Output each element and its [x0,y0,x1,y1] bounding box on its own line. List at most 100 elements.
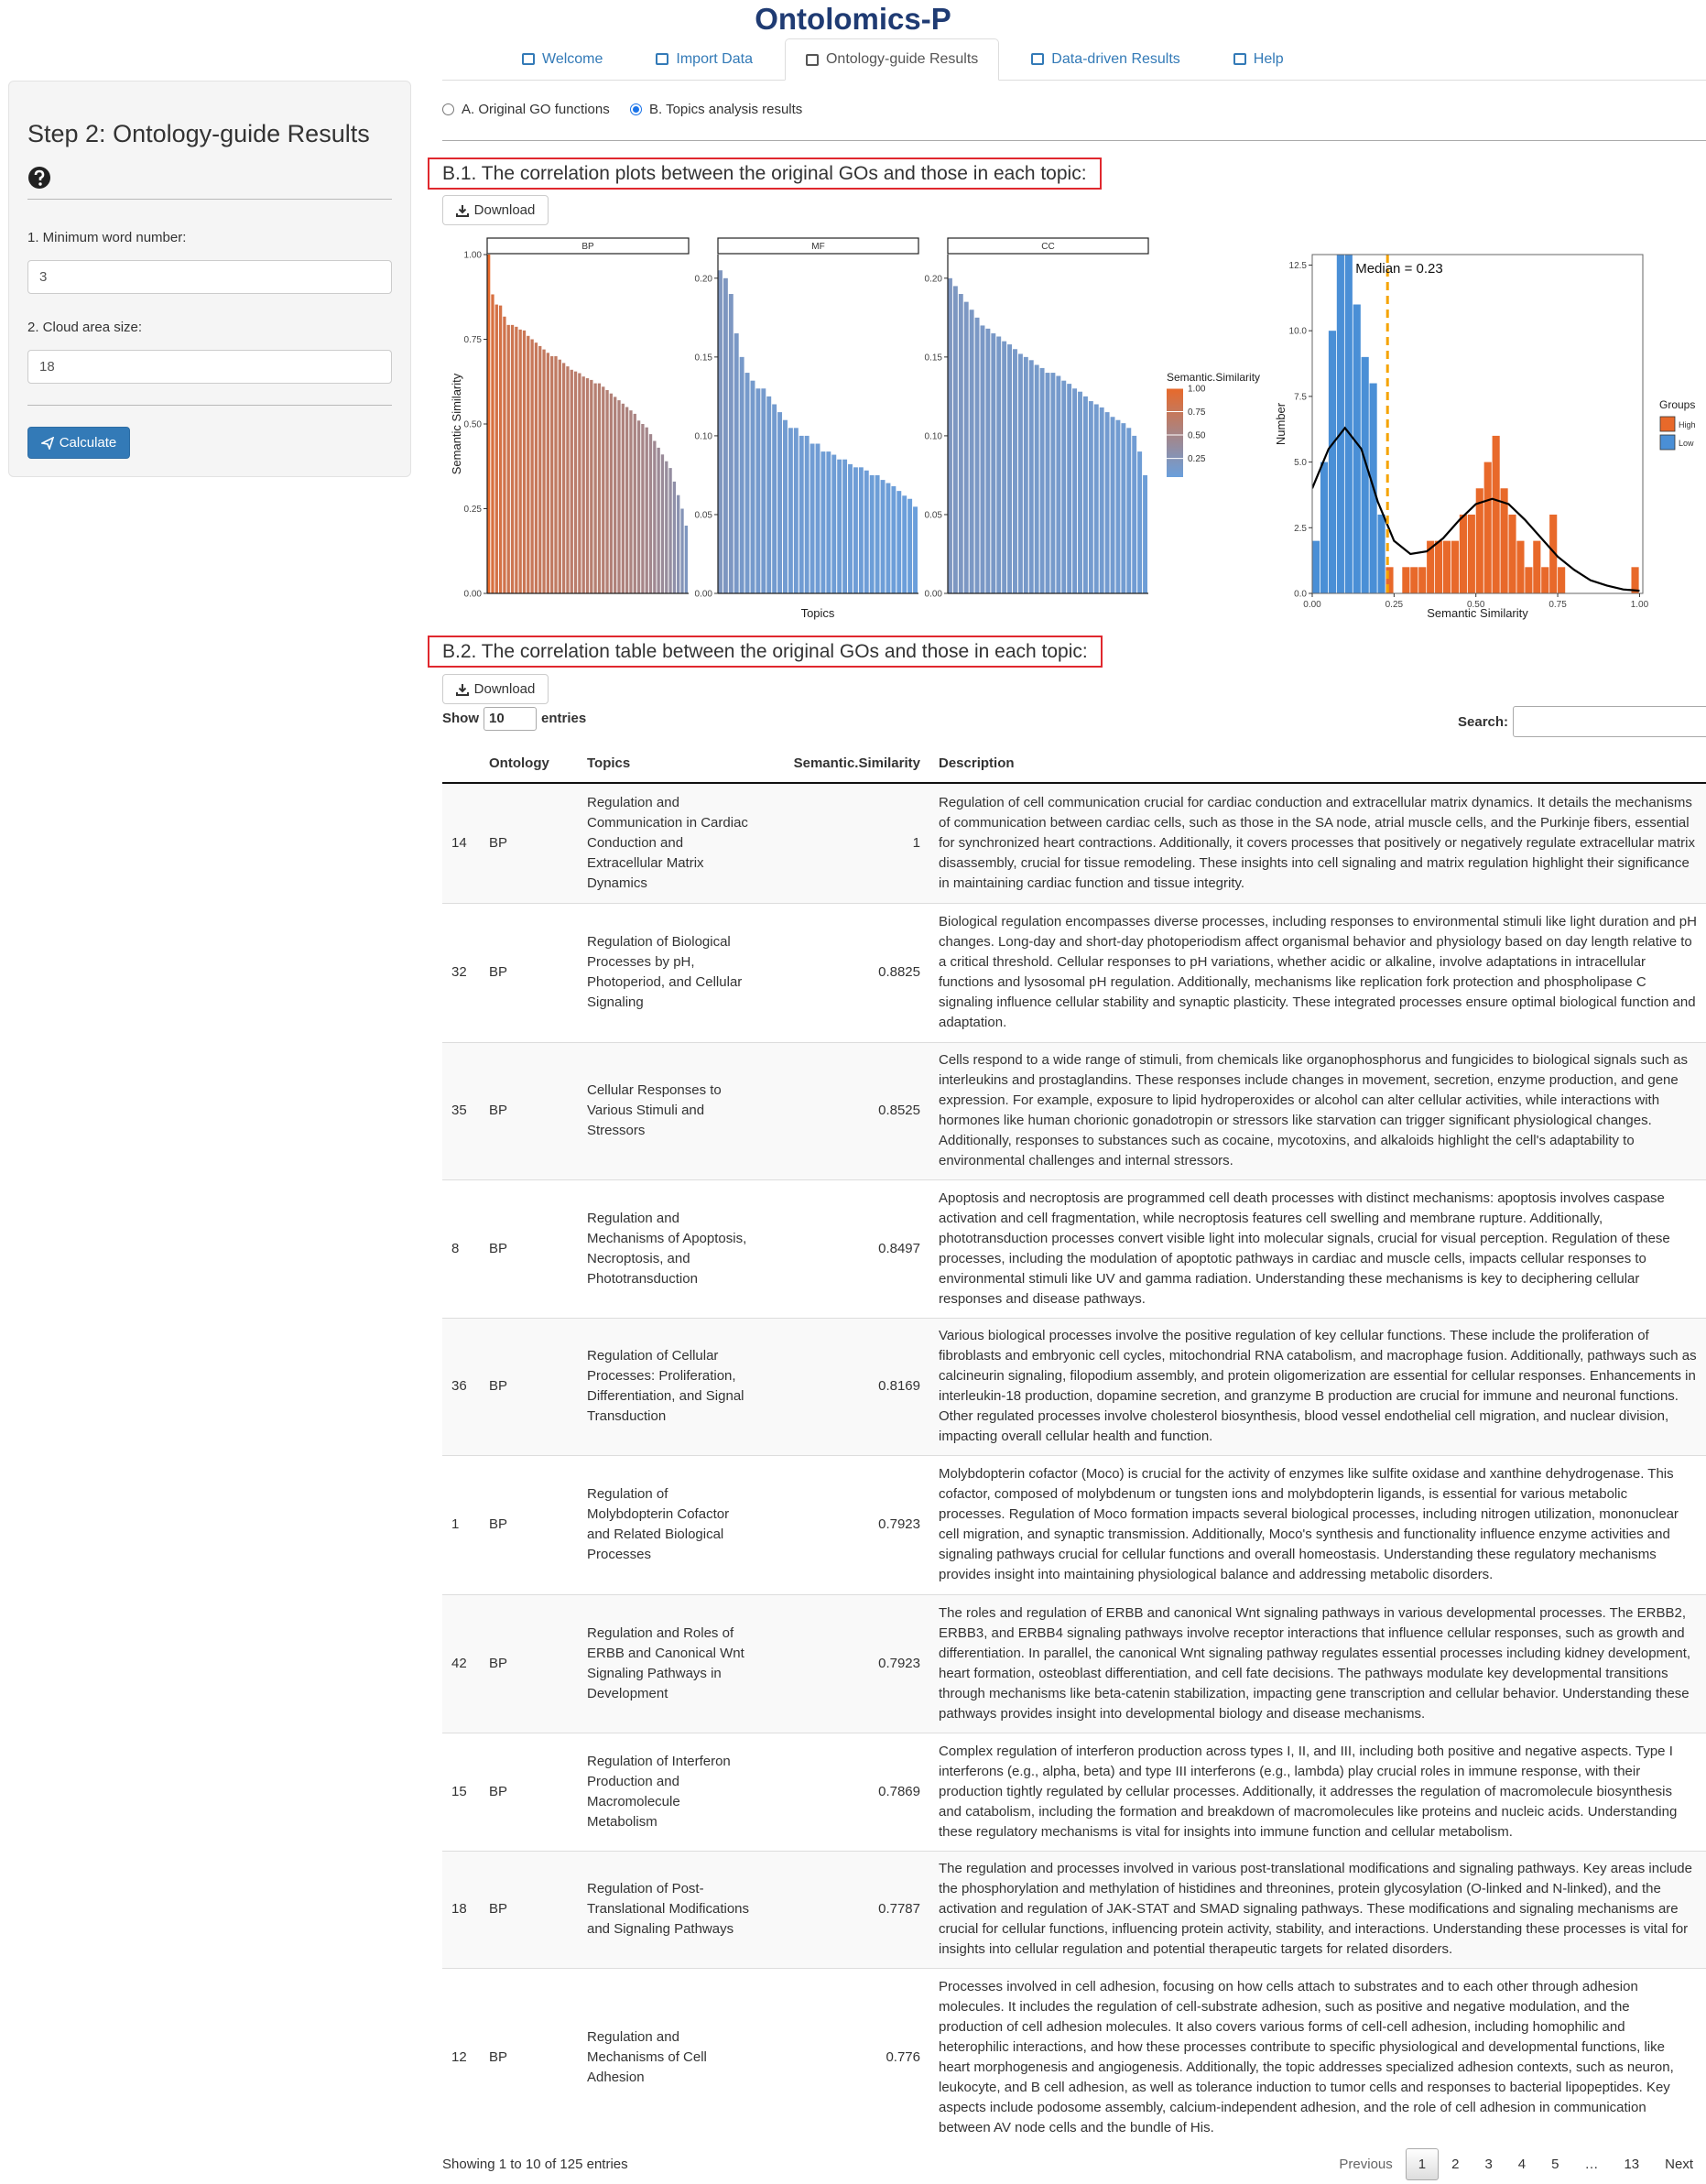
header-cell[interactable]: Ontology [480,744,578,784]
radio-option[interactable]: A. Original GO functions [442,102,610,117]
download-button[interactable]: Download [442,674,549,704]
bar [1034,364,1039,593]
page-button[interactable]: 4 [1517,2157,1527,2172]
bar [645,427,648,593]
bar [636,420,641,593]
facet-strip [947,237,1149,255]
table-cell: BP [480,1967,578,2147]
histogram-bar [1336,255,1344,593]
bar [657,447,660,593]
colorbar-label: 0.75 [1188,407,1206,418]
tab[interactable]: Help [1212,38,1305,80]
bar [810,443,815,593]
bar [665,461,668,593]
bar [799,435,804,593]
show-label: Show [442,710,479,726]
page-button[interactable]: 2 [1451,2157,1460,2172]
page-button[interactable]: Next [1665,2157,1693,2172]
y-axis-label: Number [1274,402,1288,445]
bar [494,304,498,593]
table-cell: BP [480,1850,578,1968]
histogram-bar [1500,488,1508,593]
y-tick-label: 0.10 [695,431,713,441]
y-tick-label: 0.00 [695,590,713,600]
table-cell: Complex regulation of interferon product… [929,1732,1706,1851]
text-input[interactable]: 3 [27,260,392,294]
colorbar-title: Semantic.Similarity [1167,371,1260,384]
page-button[interactable]: 3 [1484,2157,1493,2172]
bar [1132,435,1137,593]
bar [593,383,597,593]
table-row: 35 BP Cellular Responses to Various Stimul… [442,1041,1706,1179]
bar [985,328,991,593]
table-cell: Cellular Responses to Various Stimuli an… [578,1041,763,1179]
y-tick-label: 0.15 [695,353,713,363]
y-tick-label: 0.20 [695,274,713,284]
radio-option[interactable]: B. Topics analysis results [630,102,802,117]
x-tick-label: 0.75 [1548,600,1567,610]
page-button[interactable]: 1 [1405,2148,1440,2180]
histogram-bar [1385,567,1394,593]
radio[interactable] [442,103,454,115]
table-cell: 0.7923 [763,1593,929,1733]
page-button: … [1584,2157,1599,2172]
table-cell: Processes involved in cell adhesion, foc… [929,1967,1706,2147]
header-row: Ontology Topics Semantic.Similarity Descrip… [442,744,1706,784]
download-button[interactable]: Download [442,195,549,225]
length-select[interactable]: 10 [484,707,537,731]
table-cell: Cells respond to a wide range of stimuli… [929,1041,1706,1179]
bar [621,403,625,593]
histogram-bar [1475,488,1483,593]
bar [991,333,996,593]
page-button[interactable]: Previous [1339,2157,1393,2172]
bar [793,428,799,593]
table-info: Showing 1 to 10 of 125 entries [442,2157,628,2172]
tab-icon [1233,53,1246,65]
tab[interactable]: Data-driven Results [1010,38,1201,80]
button-label: Download [473,202,536,218]
y-tick-label: 0.10 [925,431,943,441]
table-row: 32 BP Regulation of Biological Processes b… [442,902,1706,1042]
page-button[interactable]: 13 [1624,2157,1640,2172]
median-annotation: Median = 0.23 [1355,261,1443,277]
facet-title: MF [811,242,824,252]
x-tick-label: 0.25 [1385,600,1404,610]
page-button[interactable]: 5 [1551,2157,1559,2172]
bar [510,324,515,593]
header-cell[interactable]: Topics [578,744,763,784]
bar [815,443,820,593]
bar [820,451,826,593]
header-cell[interactable] [442,744,480,784]
header-cell[interactable]: Description [929,744,1706,784]
tab-icon [805,53,819,66]
calculate-button[interactable]: Calculate [27,427,130,459]
bar [680,508,684,593]
bar [1023,356,1028,593]
download-icon [455,683,469,696]
text-input[interactable]: 18 [27,350,392,384]
y-tick-label: 0.50 [464,420,483,430]
bar [503,316,506,593]
bar [848,463,853,593]
y-tick-label: 0.75 [464,335,483,345]
tab[interactable]: Import Data [635,38,774,80]
bar [684,526,688,593]
table-row: 36 BP Regulation of Cellular Processes: Pr… [442,1317,1706,1455]
y-tick-label: 12.5 [1289,261,1308,271]
y-tick-label: 7.5 [1294,392,1307,402]
header-cell[interactable]: Semantic.Similarity [763,744,929,784]
bar [766,396,772,593]
help-icon[interactable] [27,166,51,190]
y-axis-label: Semantic Similarity [450,373,463,474]
bar [614,397,617,593]
table-cell: 0.8497 [763,1179,929,1318]
table-cell: 42 [442,1593,480,1733]
bar [515,326,518,593]
legend-title: Groups [1659,398,1695,411]
tab-label: Welcome [542,50,603,67]
search-input[interactable] [1513,706,1706,737]
y-tick-label: 10.0 [1289,327,1308,337]
radio[interactable] [630,103,642,115]
tab[interactable]: Ontology-guide Results [784,38,1000,81]
tab[interactable]: Welcome [501,38,624,80]
